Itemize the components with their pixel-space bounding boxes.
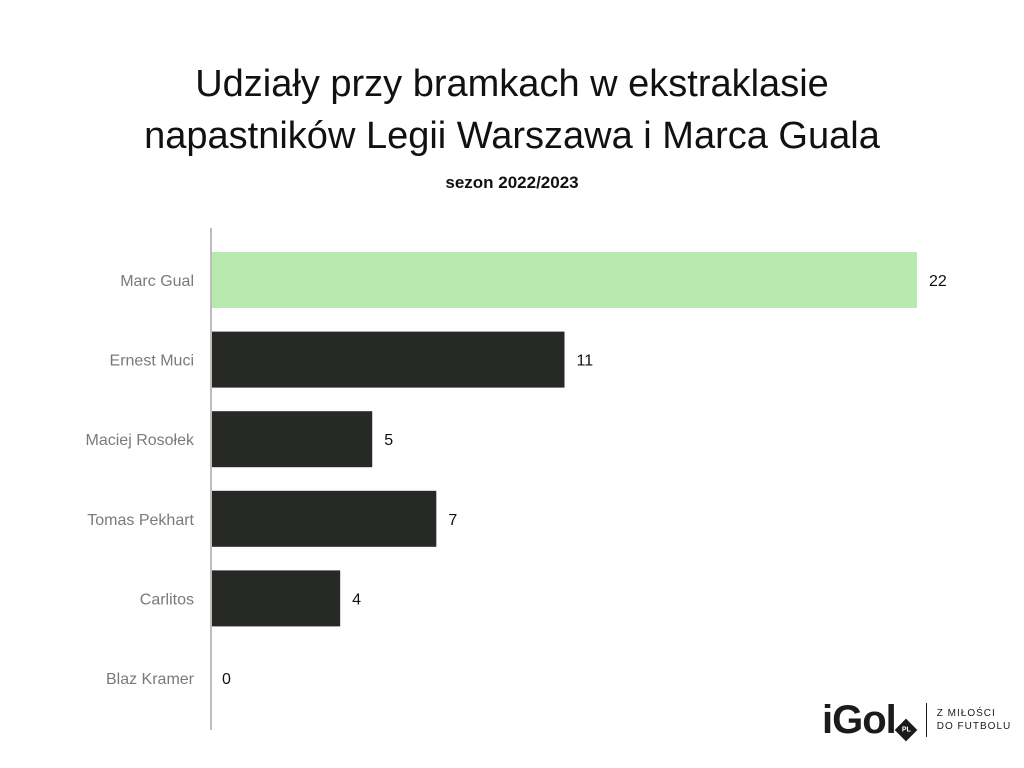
value-label-tomas-pekhart: 7 (448, 512, 457, 529)
chart-title-line1: Udziały przy bramkach w ekstraklasie (195, 63, 829, 105)
bars-group: Marc Gual 22 Ernest Muci 11 Maciej Rosołek 5 T… (86, 252, 947, 688)
logo-wordmark: iGol (822, 698, 897, 742)
category-label-tomas-pekhart: Tomas Pekhart (87, 512, 194, 529)
category-label-maciej-roso-ek: Maciej Rosołek (86, 432, 195, 449)
bar-maciej-roso-ek (212, 411, 373, 468)
value-label-blaz-kramer: 0 (222, 671, 231, 688)
category-label-carlitos: Carlitos (140, 591, 194, 608)
bar-marc-gual (212, 252, 917, 308)
logo-pl-badge: PL (894, 718, 918, 742)
category-label-marc-gual: Marc Gual (120, 273, 194, 290)
value-label-marc-gual: 22 (929, 273, 947, 290)
category-label-blaz-kramer: Blaz Kramer (106, 671, 195, 688)
value-label-maciej-roso-ek: 5 (384, 432, 393, 449)
value-label-carlitos: 4 (352, 591, 361, 608)
value-label-ernest-muci: 11 (577, 353, 594, 370)
logo-tagline: Z MIŁOŚCI DO FUTBOLU (937, 707, 1011, 733)
bar-ernest-muci (212, 331, 565, 388)
chart-title: Udziały przy bramkach w ekstraklasie nap… (0, 58, 1024, 162)
logo-tagline-line2: DO FUTBOLU (936, 721, 1012, 732)
chart-title-line2: napastników Legii Warszawa i Marca Guala (144, 115, 880, 157)
chart-subtitle: sezon 2022/2023 (445, 173, 579, 192)
bar-carlitos (212, 570, 341, 627)
igol-logo: iGol PL Z MIŁOŚCI DO FUTBOLU (822, 698, 1011, 742)
category-label-ernest-muci: Ernest Muci (110, 353, 194, 370)
bar-tomas-pekhart (212, 490, 437, 547)
logo-pl-text: PL (901, 725, 911, 733)
logo-divider (925, 703, 927, 737)
logo-tagline-line1: Z MIŁOŚCI (936, 708, 996, 719)
